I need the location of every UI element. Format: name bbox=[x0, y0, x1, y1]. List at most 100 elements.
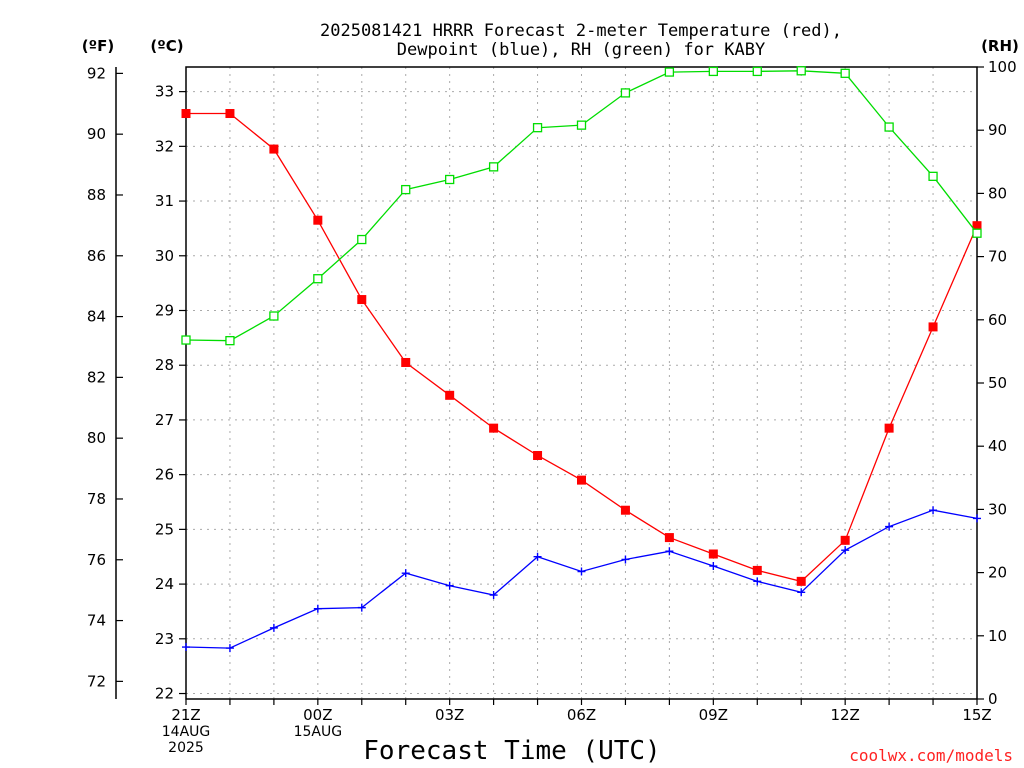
rh-data-point bbox=[928, 171, 938, 181]
rh-data-point bbox=[269, 311, 279, 321]
temperature-data-point bbox=[840, 535, 850, 545]
x-tick-label: 21Z bbox=[171, 706, 200, 724]
fahrenheit-tick-label: 80 bbox=[87, 429, 106, 447]
temperature-data-point bbox=[225, 109, 235, 119]
x-tick-date-label: 15AUG bbox=[294, 724, 343, 740]
rh-data-point bbox=[752, 66, 762, 77]
rh-data-point bbox=[445, 174, 455, 185]
rh-data-point bbox=[708, 66, 718, 77]
dewpoint-data-point bbox=[533, 552, 542, 561]
rh-data-point bbox=[576, 120, 587, 130]
temperature-data-point bbox=[928, 322, 938, 332]
axes bbox=[115, 66, 978, 700]
rh-data-point bbox=[796, 66, 806, 76]
rh-data-point bbox=[313, 274, 323, 284]
rh-data-point bbox=[181, 335, 191, 345]
rh-data-point bbox=[620, 88, 631, 98]
dewpoint-data-point bbox=[929, 506, 938, 515]
fahrenheit-tick-label: 82 bbox=[87, 368, 106, 386]
rh-tick-label: 50 bbox=[988, 374, 1007, 392]
temperature-data-point bbox=[884, 423, 894, 433]
rh-data-point bbox=[972, 228, 982, 238]
dewpoint-data-point bbox=[401, 569, 410, 578]
rh-data-point bbox=[225, 336, 235, 346]
temperature-data-point bbox=[796, 576, 806, 586]
dewpoint-data-point bbox=[225, 644, 234, 653]
celsius-tick-label: 28 bbox=[155, 356, 174, 374]
celsius-unit-label: (ºC) bbox=[150, 37, 183, 55]
dewpoint-data-point bbox=[973, 514, 981, 523]
data-series bbox=[181, 66, 982, 653]
temperature-data-point bbox=[401, 357, 411, 367]
rh-tick-label: 90 bbox=[988, 121, 1007, 139]
rh-data-point bbox=[840, 68, 850, 78]
rh-tick-label: 10 bbox=[988, 627, 1007, 645]
celsius-tick-label: 24 bbox=[155, 575, 174, 593]
rh-tick-label: 100 bbox=[988, 58, 1017, 76]
temperature-data-point bbox=[489, 423, 499, 433]
x-tick-date-label: 14AUG bbox=[162, 724, 211, 740]
rh-tick-label: 30 bbox=[988, 500, 1007, 518]
fahrenheit-tick-label: 72 bbox=[87, 672, 106, 690]
rh-tick-label: 80 bbox=[988, 184, 1007, 202]
celsius-tick-label: 23 bbox=[155, 630, 174, 648]
fahrenheit-tick-label: 92 bbox=[87, 64, 106, 82]
x-tick-label: 15Z bbox=[962, 706, 991, 724]
tick-labels: 72 74 76 78 80 82 84 86 88 90 92 22 23 24 25 26 27 28 29 30… bbox=[87, 58, 1017, 756]
rh-unit-label: (RH) bbox=[981, 37, 1019, 55]
dewpoint-data-point bbox=[489, 591, 498, 600]
rh-data-point bbox=[664, 67, 675, 77]
fahrenheit-tick-label: 88 bbox=[87, 186, 106, 204]
dewpoint-data-point bbox=[885, 522, 894, 531]
fahrenheit-tick-label: 76 bbox=[87, 551, 106, 569]
temperature-data-point bbox=[664, 533, 674, 543]
dewpoint-data-point bbox=[269, 623, 278, 632]
temperature-data-point bbox=[269, 144, 279, 154]
celsius-tick-label: 26 bbox=[155, 466, 174, 484]
dewpoint-data-point bbox=[313, 604, 322, 613]
x-tick-label: 12Z bbox=[830, 706, 859, 724]
temperature-data-point bbox=[533, 451, 543, 461]
rh-data-point bbox=[488, 162, 499, 172]
rh-series-line bbox=[185, 70, 978, 342]
fahrenheit-tick-label: 90 bbox=[87, 125, 106, 143]
dewpoint-data-point bbox=[182, 643, 190, 652]
chart-title-line-1: 2025081421 HRRR Forecast 2-meter Tempera… bbox=[320, 21, 842, 41]
celsius-tick-label: 32 bbox=[155, 137, 174, 155]
temperature-data-point bbox=[972, 221, 982, 231]
rh-tick-label: 0 bbox=[988, 690, 998, 708]
x-tick-label: 09Z bbox=[699, 706, 728, 724]
temperature-data-point bbox=[577, 475, 586, 485]
temperature-data-point bbox=[357, 295, 367, 305]
x-tick-year-label: 2025 bbox=[168, 740, 204, 756]
rh-data-point bbox=[357, 234, 367, 245]
rh-tick-label: 70 bbox=[988, 248, 1007, 266]
x-axis-title: Forecast Time (UTC) bbox=[363, 736, 660, 766]
temperature-data-point bbox=[313, 215, 323, 225]
celsius-tick-label: 29 bbox=[155, 301, 174, 319]
x-tick-label: 06Z bbox=[567, 706, 596, 724]
rh-tick-label: 60 bbox=[988, 311, 1007, 329]
dewpoint-data-point bbox=[445, 581, 454, 590]
fahrenheit-tick-label: 84 bbox=[87, 308, 106, 326]
celsius-tick-label: 31 bbox=[155, 192, 174, 210]
dewpoint-data-point bbox=[753, 577, 762, 586]
rh-tick-label: 40 bbox=[988, 437, 1007, 455]
fahrenheit-tick-label: 74 bbox=[87, 612, 106, 630]
grid-lines bbox=[186, 67, 977, 699]
dewpoint-data-point bbox=[621, 555, 630, 564]
fahrenheit-tick-label: 78 bbox=[87, 490, 106, 508]
chart-title-line-2: Dewpoint (blue), RH (green) for KABY bbox=[397, 40, 765, 60]
rh-data-point bbox=[884, 122, 894, 132]
celsius-tick-label: 22 bbox=[155, 685, 174, 703]
temperature-data-point bbox=[620, 505, 630, 515]
dewpoint-data-point bbox=[665, 547, 674, 556]
fahrenheit-unit-label: (ºF) bbox=[82, 37, 114, 55]
celsius-tick-label: 25 bbox=[155, 520, 174, 538]
rh-data-point bbox=[532, 123, 543, 133]
celsius-tick-label: 27 bbox=[155, 411, 174, 429]
dewpoint-data-point bbox=[841, 546, 850, 555]
dewpoint-data-point bbox=[709, 562, 718, 571]
credit-text: coolwx.com/models bbox=[849, 746, 1013, 765]
